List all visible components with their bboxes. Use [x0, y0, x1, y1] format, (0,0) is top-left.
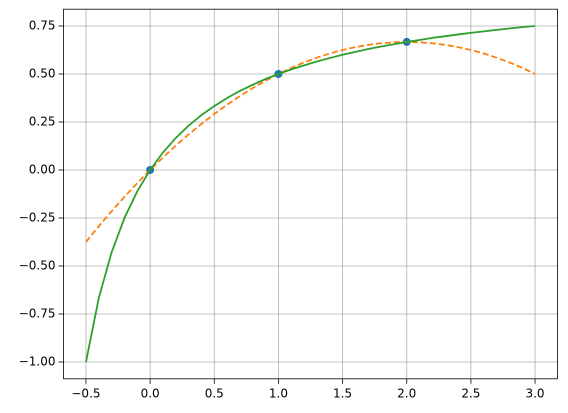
x-tick-label: 1.0 [269, 386, 288, 400]
x-tick-label: −0.5 [71, 386, 100, 400]
x-tick-label: 2.0 [397, 386, 416, 400]
x-tick-label: 0.5 [205, 386, 224, 400]
y-tick-label: −0.25 [19, 211, 56, 225]
y-tick-label: −1.00 [19, 355, 56, 369]
line [85, 41, 536, 243]
x-tick-label: 2.5 [461, 386, 480, 400]
y-tick-label: 0.25 [29, 115, 56, 129]
x-tick-label: 0.0 [141, 386, 160, 400]
y-tick-label: −0.50 [19, 259, 56, 273]
y-tick-label: 0.00 [29, 163, 56, 177]
y-tick-label: 0.50 [29, 67, 56, 81]
line [85, 25, 536, 363]
y-tick-label: −0.75 [19, 307, 56, 321]
x-tick-label: 1.5 [333, 386, 352, 400]
y-tick-label: 0.75 [29, 19, 56, 33]
x-tick-label: 3.0 [525, 386, 544, 400]
plot-frame [63, 8, 558, 380]
